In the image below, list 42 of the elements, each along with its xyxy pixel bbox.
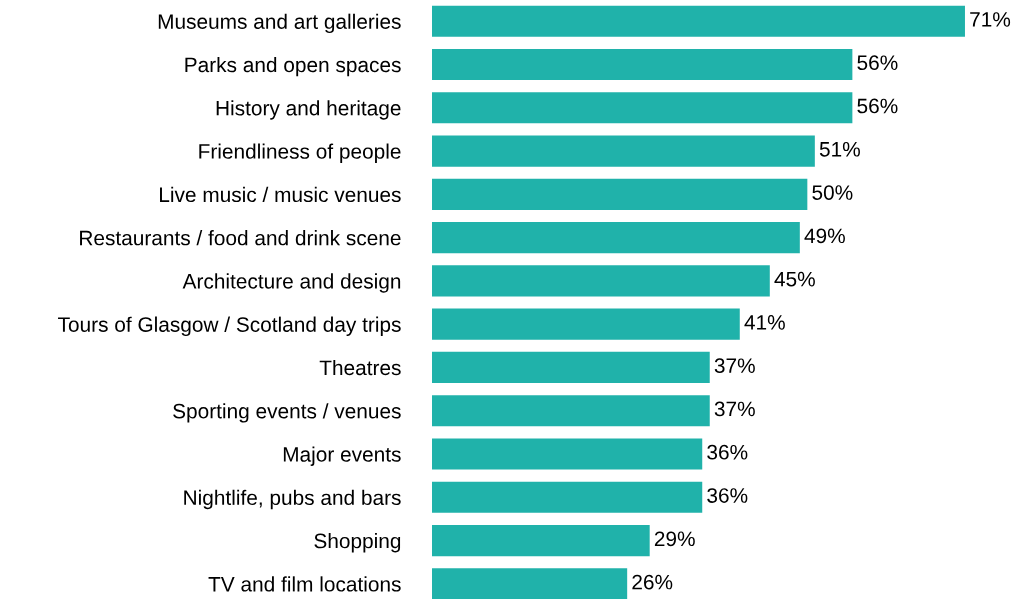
data-label: 71% (970, 12, 1011, 27)
bar (432, 568, 628, 599)
data-label: 37% (714, 358, 755, 374)
y-tick-label: Restaurants / food and drink scene (80, 230, 401, 246)
bar (432, 308, 740, 340)
bar (432, 438, 703, 470)
bar (432, 351, 710, 384)
bar (432, 265, 770, 297)
bar (432, 178, 808, 210)
bar (432, 524, 650, 557)
bar (432, 395, 710, 427)
data-label: 45% (774, 271, 815, 287)
y-tick-label: TV and film locations (208, 576, 401, 592)
y-tick-label: Live music / music venues (160, 186, 401, 203)
bar (432, 135, 815, 167)
y-tick-label: Sporting events / venues (173, 403, 401, 423)
y-tick-label: History and heritage (216, 100, 401, 120)
bar (432, 48, 853, 81)
bar (432, 92, 853, 124)
bar (432, 5, 965, 37)
y-tick-label: Friendliness of people (199, 143, 401, 163)
y-tick-label: Shopping (314, 533, 401, 553)
data-label: 37% (714, 401, 755, 417)
data-label: 36% (707, 488, 748, 503)
data-label: 50% (812, 185, 853, 200)
y-tick-label: Tours of Glasgow / Scotland day trips (58, 316, 401, 337)
y-tick-label: Theatres (319, 359, 401, 376)
y-tick-label: Nightlife, pubs and bars (184, 489, 401, 510)
y-tick-label: Major events (283, 446, 401, 466)
bar (432, 222, 800, 254)
y-tick-label: Museums and art galleries (158, 13, 401, 34)
data-label: 51% (819, 141, 860, 157)
data-label: 26% (632, 574, 673, 590)
y-tick-label: Architecture and design (182, 273, 401, 293)
data-label: 36% (707, 444, 748, 460)
data-label: 41% (744, 315, 785, 330)
bar (432, 481, 703, 513)
y-tick-label: Parks and open spaces (185, 56, 401, 77)
data-label: 49% (804, 228, 845, 244)
data-label: 56% (857, 55, 898, 71)
data-label: 56% (857, 98, 898, 114)
data-label: 29% (654, 531, 695, 547)
